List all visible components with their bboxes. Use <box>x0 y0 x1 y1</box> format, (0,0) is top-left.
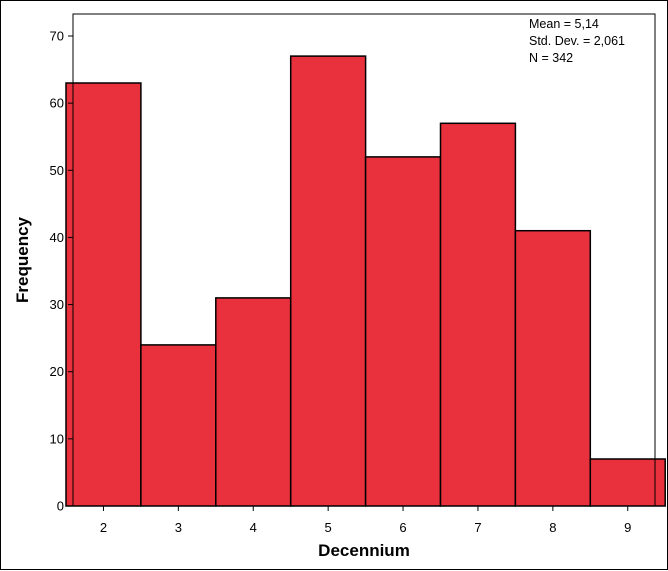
stats-std-dev: Std. Dev. = 2,061 <box>529 34 625 48</box>
bar-5 <box>289 55 367 507</box>
y-tick-label: 60 <box>50 96 64 111</box>
bar-7 <box>439 122 517 507</box>
y-tick-label: 50 <box>50 163 64 178</box>
bar-9 <box>589 458 666 507</box>
bar-3 <box>140 344 217 507</box>
stats-n: N = 342 <box>529 51 573 65</box>
plot-area-border <box>72 13 656 507</box>
x-tick-label: 4 <box>250 520 257 535</box>
x-tick-label: 3 <box>175 520 182 535</box>
stats-mean: Mean = 5,14 <box>529 17 599 31</box>
y-tick-label: 20 <box>50 364 64 379</box>
bar-8 <box>514 229 592 507</box>
bar-2 <box>65 82 142 507</box>
x-tick-label: 2 <box>100 520 107 535</box>
y-tick-label: 0 <box>57 499 64 514</box>
y-tick-label: 30 <box>50 297 64 312</box>
y-tick-label: 40 <box>50 230 64 245</box>
bar-4 <box>215 297 292 507</box>
x-axis-ticks: 2 3 4 5 6 7 8 9 <box>100 506 631 535</box>
y-axis-title: Frequency <box>13 216 32 303</box>
y-tick-label: 10 <box>50 431 64 446</box>
bar-6 <box>364 156 442 507</box>
x-axis-title: Decennium <box>318 541 410 560</box>
x-tick-label: 7 <box>474 520 481 535</box>
x-tick-label: 8 <box>549 520 556 535</box>
x-tick-label: 5 <box>325 520 332 535</box>
x-tick-label: 6 <box>399 520 406 535</box>
y-tick-label: 70 <box>50 29 64 44</box>
x-tick-label: 9 <box>624 520 631 535</box>
y-axis-ticks: 0 10 20 30 40 50 60 70 <box>50 29 73 514</box>
bars-group <box>65 55 666 507</box>
